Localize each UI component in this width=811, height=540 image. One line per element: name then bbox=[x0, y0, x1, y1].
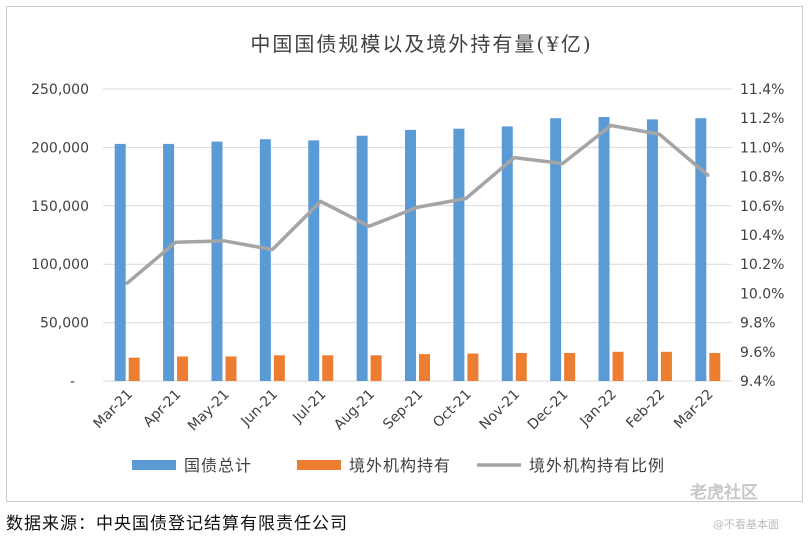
bar-foreign bbox=[225, 356, 237, 381]
x-tick-label: Mar-21 bbox=[90, 387, 136, 433]
bar-foreign bbox=[128, 357, 140, 381]
x-tick-label: May-21 bbox=[185, 387, 233, 435]
source-note: 数据来源：中央国债登记结算有限责任公司 bbox=[6, 514, 348, 534]
x-tick-label: Aug-21 bbox=[331, 387, 378, 434]
y-left-tick-label: - bbox=[70, 374, 75, 390]
bar-total bbox=[453, 128, 465, 381]
x-tick-label: Apr-21 bbox=[140, 387, 184, 431]
y-right-tick-label: 10.4% bbox=[740, 228, 784, 244]
bar-foreign bbox=[322, 355, 334, 381]
chart-title: 中国国债规模以及境外持有量(¥亿) bbox=[250, 32, 592, 56]
watermark-logo: 老虎社区 bbox=[690, 483, 758, 503]
bar-foreign bbox=[370, 355, 382, 381]
bar-foreign bbox=[660, 351, 672, 381]
chart-svg: 中国国债规模以及境外持有量(¥亿) - 50,000 100,000 150,000 20… bbox=[31, 32, 784, 475]
x-tick-label: Jan-22 bbox=[576, 387, 619, 430]
y-left-tick-label: 150,000 bbox=[31, 199, 89, 215]
legend-swatch bbox=[132, 460, 176, 470]
y-right-tick-label: 9.8% bbox=[740, 316, 776, 332]
legend-label: 境外机构持有 bbox=[349, 456, 451, 475]
line-ratio bbox=[125, 123, 710, 285]
y-right-tick-label: 10.6% bbox=[740, 199, 784, 215]
x-tick-label: Feb-22 bbox=[623, 387, 668, 432]
bar-foreign bbox=[709, 352, 721, 381]
y-left-tick-label: 250,000 bbox=[31, 82, 89, 98]
bar-total bbox=[163, 143, 175, 381]
y-right-tick-label: 10.0% bbox=[740, 286, 784, 302]
y-right-tick-label: 10.8% bbox=[740, 170, 784, 186]
bar-foreign bbox=[467, 353, 479, 381]
bar-foreign bbox=[612, 351, 624, 381]
x-tick-label: Dec-21 bbox=[525, 387, 572, 434]
y-right-tick-label: 11.4% bbox=[740, 82, 784, 98]
y-left-tick-label: 100,000 bbox=[31, 257, 89, 273]
legend-label: 境外机构持有比例 bbox=[529, 456, 665, 475]
x-tick-label: Jun-21 bbox=[238, 387, 282, 431]
bar-total bbox=[405, 129, 416, 381]
y-right-tick-label: 11.0% bbox=[740, 140, 784, 156]
y-left-tick-label: 50,000 bbox=[40, 316, 89, 332]
bar-foreign bbox=[273, 355, 285, 381]
bar-total bbox=[114, 143, 126, 381]
legend-swatch bbox=[297, 460, 341, 470]
bar-total bbox=[356, 135, 368, 381]
bar-foreign bbox=[564, 352, 576, 381]
bar-total bbox=[695, 118, 707, 381]
bar-total bbox=[646, 119, 658, 382]
bar-total bbox=[211, 141, 223, 381]
bar-foreign bbox=[419, 354, 430, 381]
bar-foreign bbox=[177, 356, 189, 381]
y-left-tick-label: 200,000 bbox=[31, 140, 89, 156]
x-tick-label: Oct-21 bbox=[430, 387, 475, 432]
watermark-handle: @不看基本面 bbox=[713, 518, 779, 531]
y-right-tick-label: 10.2% bbox=[740, 257, 784, 273]
bar-total bbox=[501, 126, 513, 381]
y-right-tick-label: 9.4% bbox=[740, 374, 776, 390]
x-tick-label: Mar-22 bbox=[671, 387, 717, 433]
x-tick-label: Nov-21 bbox=[477, 387, 524, 434]
bar-total bbox=[598, 117, 610, 382]
bar-total bbox=[259, 139, 271, 381]
y-right-tick-label: 9.6% bbox=[740, 345, 776, 361]
y-right-tick-label: 11.2% bbox=[740, 111, 784, 127]
x-tick-label: Sep-21 bbox=[380, 387, 426, 433]
legend-label: 国债总计 bbox=[184, 456, 252, 475]
chart-frame: 中国国债规模以及境外持有量(¥亿) - 50,000 100,000 150,000 20… bbox=[6, 6, 803, 502]
x-tick-label: Jul-21 bbox=[289, 387, 329, 427]
bar-total bbox=[550, 118, 562, 381]
bar-foreign bbox=[515, 352, 527, 381]
bar-total bbox=[308, 140, 320, 381]
